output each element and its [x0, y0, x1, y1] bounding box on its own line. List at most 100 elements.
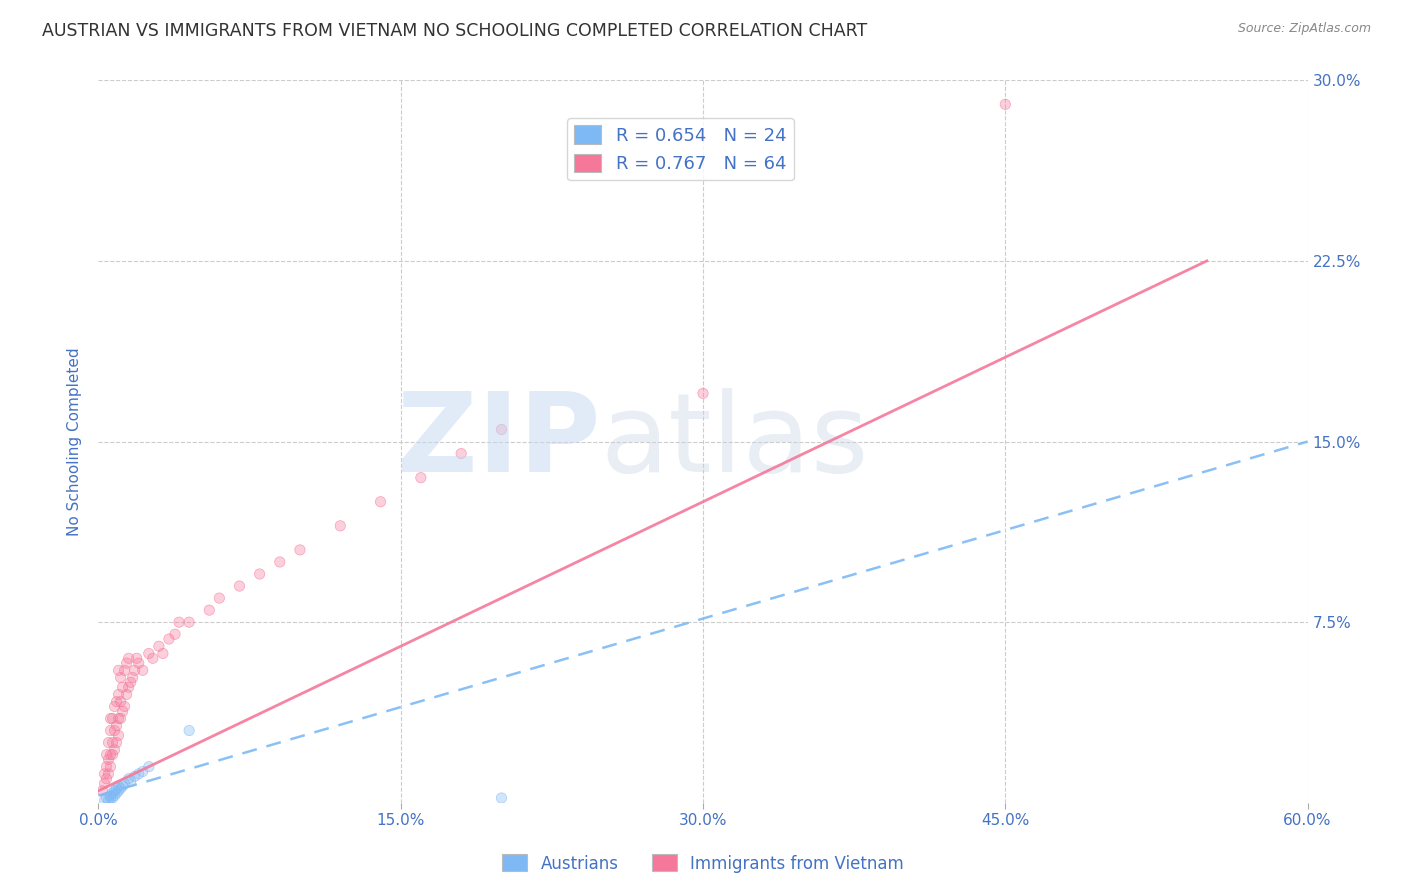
Point: [107, 712, 129, 726]
Point: [103, 789, 125, 803]
Point: [100, 747, 122, 762]
Point: [97, 793, 120, 807]
Point: [124, 769, 146, 783]
Point: [124, 769, 146, 783]
Point: [100, 723, 122, 738]
Point: [329, 518, 352, 533]
Point: [101, 786, 124, 800]
Point: [96, 772, 118, 786]
Point: [167, 615, 190, 630]
Point: [994, 97, 1017, 112]
Point: [100, 789, 122, 803]
Point: [179, 615, 201, 630]
Point: [105, 781, 128, 796]
Point: [105, 695, 128, 709]
Point: [179, 723, 201, 738]
Point: [110, 781, 132, 796]
Point: [96, 747, 118, 762]
Point: [107, 687, 129, 701]
Point: [107, 664, 129, 678]
Point: [103, 789, 125, 803]
Point: [103, 743, 125, 757]
Point: [97, 767, 120, 781]
Point: [111, 704, 134, 718]
Point: [111, 680, 134, 694]
Point: [107, 712, 129, 726]
Point: [138, 647, 160, 661]
Point: [100, 760, 122, 774]
Point: [198, 603, 221, 617]
Y-axis label: No Schooling Completed: No Schooling Completed: [67, 347, 83, 536]
Point: [128, 656, 150, 670]
Point: [994, 97, 1017, 112]
Point: [370, 494, 392, 508]
Point: [97, 793, 120, 807]
Text: AUSTRIAN VS IMMIGRANTS FROM VIETNAM NO SCHOOLING COMPLETED CORRELATION CHART: AUSTRIAN VS IMMIGRANTS FROM VIETNAM NO S…: [42, 22, 868, 40]
Point: [198, 603, 221, 617]
Point: [163, 627, 186, 641]
Point: [115, 687, 138, 701]
Point: [125, 651, 148, 665]
Point: [93, 767, 115, 781]
Point: [107, 779, 129, 793]
Point: [97, 767, 120, 781]
Point: [118, 772, 141, 786]
Point: [103, 723, 125, 738]
Point: [132, 664, 155, 678]
Legend: Austrians, Immigrants from Vietnam: Austrians, Immigrants from Vietnam: [495, 847, 911, 880]
Point: [96, 760, 118, 774]
Point: [269, 555, 291, 569]
Point: [101, 747, 124, 762]
Point: [114, 699, 136, 714]
Point: [100, 760, 122, 774]
Point: [107, 779, 129, 793]
Point: [105, 735, 128, 749]
Point: [692, 386, 714, 401]
Point: [101, 735, 124, 749]
Point: [105, 695, 128, 709]
Point: [132, 764, 155, 779]
Point: [148, 639, 170, 653]
Point: [105, 786, 128, 800]
Point: [128, 656, 150, 670]
Point: [124, 664, 146, 678]
Point: [120, 675, 142, 690]
Point: [96, 791, 118, 805]
Point: [105, 735, 128, 749]
Point: [107, 728, 129, 742]
Point: [114, 664, 136, 678]
Point: [93, 793, 115, 807]
Point: [103, 699, 125, 714]
Point: [97, 752, 120, 766]
Point: [107, 664, 129, 678]
Point: [491, 422, 513, 436]
Point: [208, 591, 231, 605]
Text: atlas: atlas: [600, 388, 869, 495]
Point: [114, 776, 136, 790]
Point: [97, 735, 120, 749]
Point: [100, 747, 122, 762]
Point: [692, 386, 714, 401]
Point: [138, 760, 160, 774]
Point: [110, 712, 132, 726]
Point: [179, 615, 201, 630]
Point: [450, 446, 472, 460]
Point: [121, 671, 143, 685]
Point: [208, 591, 231, 605]
Point: [491, 791, 513, 805]
Point: [249, 567, 271, 582]
Point: [97, 752, 120, 766]
Point: [103, 784, 125, 798]
Point: [120, 774, 142, 789]
Point: [110, 712, 132, 726]
Point: [450, 446, 472, 460]
Point: [105, 786, 128, 800]
Point: [138, 647, 160, 661]
Point: [179, 723, 201, 738]
Point: [228, 579, 250, 593]
Point: [142, 651, 165, 665]
Point: [111, 779, 134, 793]
Point: [121, 671, 143, 685]
Point: [110, 781, 132, 796]
Point: [96, 747, 118, 762]
